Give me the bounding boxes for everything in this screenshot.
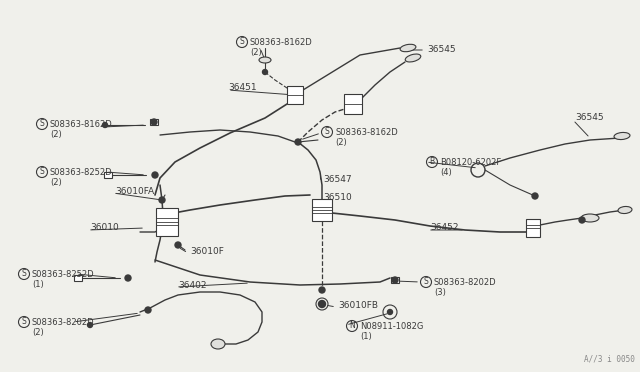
Ellipse shape [405, 54, 420, 62]
Ellipse shape [618, 206, 632, 214]
Text: 36545: 36545 [575, 113, 604, 122]
Text: A//3 i 0050: A//3 i 0050 [584, 355, 635, 364]
Circle shape [532, 193, 538, 199]
Ellipse shape [259, 57, 271, 63]
Text: 36545: 36545 [427, 45, 456, 55]
Text: S: S [40, 119, 44, 128]
Text: S: S [40, 167, 44, 176]
Text: 36010FA: 36010FA [115, 187, 154, 196]
Text: S08363-8252D
(1): S08363-8252D (1) [32, 270, 95, 289]
Bar [391, 277, 399, 283]
Text: 36547: 36547 [323, 176, 351, 185]
Ellipse shape [211, 339, 225, 349]
Text: 36010FB: 36010FB [338, 301, 378, 310]
Circle shape [175, 242, 181, 248]
Circle shape [262, 70, 268, 74]
Bar [344, 94, 362, 114]
Bar [74, 275, 82, 281]
Text: S: S [22, 317, 26, 327]
Circle shape [152, 172, 158, 178]
Bar [312, 199, 332, 221]
Text: S08363-8162D
(2): S08363-8162D (2) [50, 120, 113, 140]
Text: 36452: 36452 [430, 224, 458, 232]
Text: S08363-8202D
(2): S08363-8202D (2) [32, 318, 95, 337]
Bar [104, 172, 112, 178]
Circle shape [319, 301, 326, 308]
Circle shape [125, 275, 131, 281]
Text: 36402: 36402 [178, 280, 207, 289]
Ellipse shape [581, 214, 599, 222]
Text: S08363-8162D
(2): S08363-8162D (2) [335, 128, 397, 147]
Text: S08363-8252D
(2): S08363-8252D (2) [50, 168, 113, 187]
Bar [526, 219, 540, 237]
Ellipse shape [614, 132, 630, 140]
Circle shape [295, 139, 301, 145]
Text: 36510: 36510 [323, 193, 352, 202]
Text: N: N [349, 321, 355, 330]
Bar [287, 86, 303, 104]
Text: 36010: 36010 [90, 224, 119, 232]
Text: B: B [429, 157, 435, 167]
Circle shape [392, 277, 398, 283]
Circle shape [102, 122, 108, 128]
Text: S: S [324, 128, 330, 137]
Text: S: S [22, 269, 26, 279]
Text: S08363-8162D
(2): S08363-8162D (2) [250, 38, 313, 57]
Text: 36010F: 36010F [190, 247, 224, 257]
Text: S08363-8202D
(3): S08363-8202D (3) [434, 278, 497, 297]
Circle shape [387, 310, 392, 314]
Circle shape [159, 197, 165, 203]
Circle shape [319, 287, 325, 293]
Text: 36451: 36451 [228, 83, 257, 93]
Text: B08120-6202F
(4): B08120-6202F (4) [440, 158, 501, 177]
Text: S: S [239, 38, 244, 46]
Bar [156, 208, 178, 236]
Circle shape [579, 217, 585, 223]
Circle shape [151, 119, 157, 125]
Ellipse shape [400, 44, 416, 52]
Bar [150, 119, 158, 125]
Circle shape [88, 323, 93, 327]
Text: N08911-1082G
(1): N08911-1082G (1) [360, 322, 424, 341]
Text: S: S [424, 278, 428, 286]
Circle shape [145, 307, 151, 313]
